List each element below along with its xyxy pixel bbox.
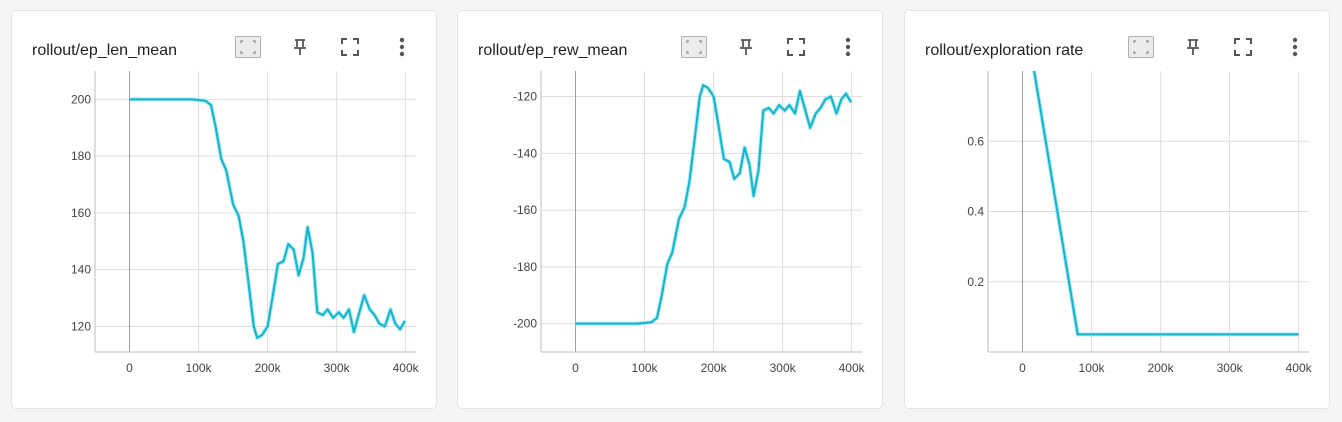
chart-card-exploration-rate: rollout/exploration rate: [904, 10, 1330, 409]
more-vert-icon: [399, 37, 405, 57]
card-toolbar: [680, 33, 864, 61]
series-line: [575, 84, 852, 325]
more-vert-icon: [1292, 37, 1298, 57]
x-tick-label: 0: [1019, 361, 1026, 375]
series-group: [575, 83, 853, 326]
x-tick-label: 0: [126, 361, 133, 375]
x-tick-label: 300k: [770, 361, 797, 375]
x-tick-label: 400k: [839, 361, 866, 375]
y-tick-label: -120: [513, 90, 537, 104]
x-tick-label: 300k: [1217, 361, 1244, 375]
pin-button[interactable]: [286, 33, 314, 61]
y-tick-label: 160: [71, 206, 91, 220]
fit-domain-button[interactable]: [680, 33, 708, 61]
fit-domain-button[interactable]: [1127, 33, 1155, 61]
pin-button[interactable]: [732, 33, 760, 61]
y-tick-label: 180: [71, 149, 91, 163]
series-group: [1032, 71, 1299, 337]
chart-plot[interactable]: 120 140 160 180 200 0 100k 200k 300k 400k: [12, 11, 438, 391]
more-options-button[interactable]: [1281, 33, 1309, 61]
fullscreen-icon: [341, 38, 359, 56]
x-tick-label: 300k: [324, 361, 351, 375]
y-tick-label: -160: [513, 203, 537, 217]
chart-card-ep-len-mean: rollout/ep_len_mean: [11, 10, 437, 409]
fullscreen-button[interactable]: [336, 33, 364, 61]
card-title: rollout/exploration rate: [925, 42, 1084, 59]
y-tick-label: 0.6: [967, 134, 984, 148]
fullscreen-button[interactable]: [782, 33, 810, 61]
x-tick-label: 0: [572, 361, 579, 375]
line-chart: 0.2 0.4 0.6 0 100k 200k 300k 400k: [967, 71, 1313, 375]
fit-domain-icon: [681, 36, 707, 58]
chart-card-ep-rew-mean: rollout/ep_rew_mean: [457, 10, 883, 409]
fit-domain-button[interactable]: [234, 33, 262, 61]
x-tick-label: 400k: [1286, 361, 1313, 375]
x-tick-label: 200k: [255, 361, 282, 375]
card-title: rollout/ep_len_mean: [32, 42, 177, 59]
y-tick-label: -180: [513, 260, 537, 274]
more-options-button[interactable]: [834, 33, 862, 61]
card-toolbar: [1127, 33, 1311, 61]
x-tick-label: 400k: [393, 361, 420, 375]
y-tick-label: 140: [71, 263, 91, 277]
y-tick-label: -200: [513, 317, 537, 331]
series-line: [1033, 71, 1299, 336]
fullscreen-icon: [787, 38, 805, 56]
fit-domain-icon: [1128, 36, 1154, 58]
y-tick-label: 0.4: [967, 205, 984, 219]
more-vert-icon: [845, 37, 851, 57]
x-tick-label: 100k: [186, 361, 213, 375]
series-line: [129, 98, 406, 339]
x-tick-label: 200k: [701, 361, 728, 375]
chart-plot[interactable]: 0.2 0.4 0.6 0 100k 200k 300k 400k: [905, 11, 1331, 391]
series-group: [129, 97, 407, 340]
x-tick-label: 100k: [1079, 361, 1106, 375]
card-toolbar: [234, 33, 418, 61]
pin-button[interactable]: [1179, 33, 1207, 61]
x-tick-label: 100k: [632, 361, 659, 375]
line-chart: -200 -180 -160 -140 -120 0 100k 200k 300k 400k: [513, 71, 866, 375]
fullscreen-button[interactable]: [1229, 33, 1257, 61]
pin-icon: [1187, 39, 1199, 55]
x-tick-label: 200k: [1148, 361, 1175, 375]
y-tick-label: 0.2: [967, 275, 984, 289]
pin-icon: [740, 39, 752, 55]
fit-domain-icon: [235, 36, 261, 58]
line-chart: 120 140 160 180 200 0 100k 200k 300k 400k: [71, 71, 420, 375]
y-tick-label: 200: [71, 92, 91, 106]
y-tick-label: 120: [71, 319, 91, 333]
pin-icon: [294, 39, 306, 55]
y-tick-label: -140: [513, 146, 537, 160]
chart-plot[interactable]: -200 -180 -160 -140 -120 0 100k 200k 300k 400k: [458, 11, 884, 391]
fullscreen-icon: [1234, 38, 1252, 56]
card-title: rollout/ep_rew_mean: [478, 42, 628, 59]
more-options-button[interactable]: [388, 33, 416, 61]
